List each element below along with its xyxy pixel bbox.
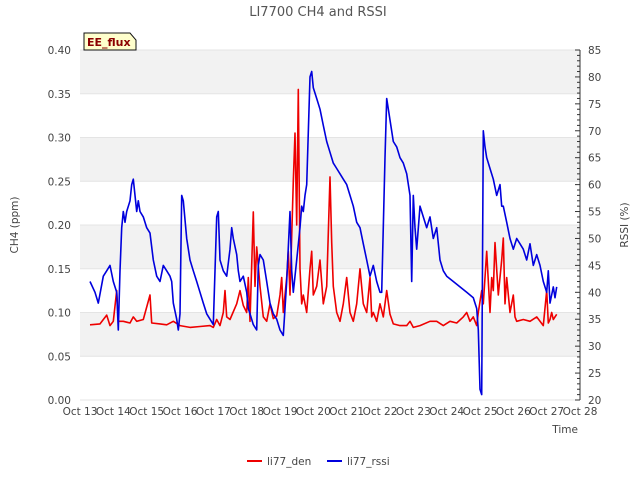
grid-band xyxy=(80,225,580,269)
left-y-axis: 0.00 0.05 0.10 0.15 0.20 0.25 0.30 0.35 0.40 xyxy=(48,45,71,407)
x-tick-label: Oct 21 xyxy=(329,406,364,418)
grid-band xyxy=(80,312,580,357)
y-left-tick-label: 0.25 xyxy=(48,176,71,188)
y-right-tick-label: 70 xyxy=(588,126,601,138)
y-right-tick-label: 45 xyxy=(588,260,601,272)
x-tick-label: Oct 22 xyxy=(363,406,398,418)
background-bands xyxy=(80,50,580,357)
x-tick-label: Oct 26 xyxy=(496,406,531,418)
y-left-tick-label: 0.40 xyxy=(48,45,71,57)
grid-band xyxy=(80,137,580,182)
legend: li77_den li77_rssi xyxy=(247,456,390,468)
y-right-tick-label: 30 xyxy=(588,341,601,353)
y-right-tick-label: 35 xyxy=(588,314,601,326)
chart-title: LI7700 CH4 and RSSI xyxy=(249,5,387,20)
y-left-tick-label: 0.20 xyxy=(48,220,71,232)
x-axis-label: Time xyxy=(551,424,578,436)
badge-box xyxy=(83,32,137,51)
series-layer xyxy=(89,70,558,396)
y-right-tick-label: 50 xyxy=(588,233,601,245)
y-left-tick-label: 0.00 xyxy=(48,395,71,407)
y-left-tick-label: 0.30 xyxy=(48,133,71,145)
y-right-tick-label: 60 xyxy=(588,180,601,192)
y-right-tick-label: 40 xyxy=(588,287,601,299)
legend-label-rssi: li77_rssi xyxy=(347,456,390,468)
y-left-tick-label: 0.10 xyxy=(48,308,71,320)
right-axis-label: RSSI (%) xyxy=(619,202,631,247)
y-left-tick-label: 0.35 xyxy=(48,89,71,101)
x-tick-label: Oct 27 xyxy=(529,406,564,418)
left-axis-label: CH4 (ppm) xyxy=(9,197,21,254)
y-right-tick-label: 75 xyxy=(588,99,601,111)
right-y-axis: 20 25 30 35 40 45 50 55 60 65 70 75 80 85 xyxy=(575,45,601,407)
x-tick-label: Oct 19 xyxy=(263,406,298,418)
x-tick-label: Oct 24 xyxy=(429,406,464,418)
x-tick-label: Oct 16 xyxy=(163,406,198,418)
y-right-tick-label: 25 xyxy=(588,368,601,380)
series-line-li77_rssi xyxy=(89,70,558,396)
y-right-tick-label: 85 xyxy=(588,45,601,57)
x-tick-label: Oct 18 xyxy=(229,406,264,418)
y-left-tick-label: 0.05 xyxy=(48,351,71,363)
y-right-tick-label: 20 xyxy=(588,395,601,407)
x-tick-label: Oct 17 xyxy=(196,406,231,418)
y-right-tick-label: 80 xyxy=(588,72,601,84)
x-tick-label: Oct 20 xyxy=(296,406,331,418)
badge-label: EE_flux xyxy=(87,36,131,49)
grid-band xyxy=(80,50,580,94)
x-tick-label: Oct 15 xyxy=(129,406,164,418)
y-right-tick-label: 55 xyxy=(588,207,601,219)
y-right-tick-label: 65 xyxy=(588,153,601,165)
x-tick-label: Oct 25 xyxy=(463,406,498,418)
x-tick-label: Oct 23 xyxy=(396,406,431,418)
x-tick-label: Oct 13 xyxy=(63,406,98,418)
series-line-li77_den xyxy=(89,88,558,329)
x-tick-label: Oct 28 xyxy=(563,406,598,418)
x-tick-label: Oct 14 xyxy=(96,406,131,418)
y-left-tick-label: 0.15 xyxy=(48,264,71,276)
ee-flux-badge: EE_flux xyxy=(83,32,137,51)
legend-label-den: li77_den xyxy=(267,456,311,468)
